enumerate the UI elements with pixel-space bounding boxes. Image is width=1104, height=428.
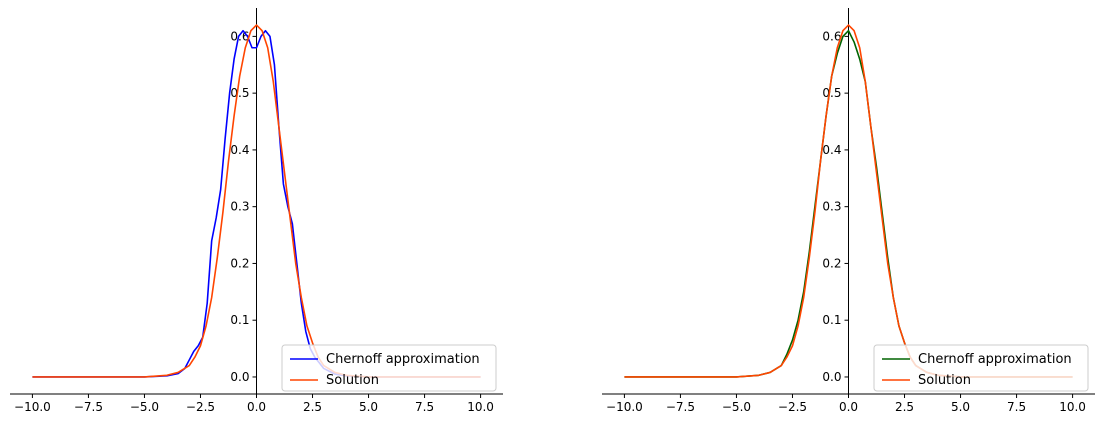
x-tick-label: −7.5: [74, 400, 103, 414]
legend: Chernoff approximation Solution: [281, 344, 497, 392]
y-tick-label: 0.4: [822, 143, 841, 157]
legend-box: [873, 344, 1089, 392]
y-tick-label: 0.3: [822, 200, 841, 214]
right-chart-panel: −10.0 −7.5 −5.0 −2.5 0.0 2.5 5.0 7.5 10.0 0.0 0.1 0…: [602, 8, 1095, 414]
x-tick-label: 5.0: [359, 400, 378, 414]
x-tick-label: 0.0: [839, 400, 858, 414]
x-tick-label: 5.0: [951, 400, 970, 414]
y-tick-label: 0.2: [230, 256, 249, 270]
y-tick-label: 0.4: [230, 143, 249, 157]
legend-label: Solution: [918, 373, 971, 388]
y-tick-label: 0.6: [822, 29, 841, 43]
x-tick-label: −10.0: [14, 400, 51, 414]
x-tick-label: −2.5: [186, 400, 215, 414]
legend-label: Chernoff approximation: [326, 352, 480, 367]
x-tick-label: −5.0: [722, 400, 751, 414]
legend-box: [281, 344, 497, 392]
y-tick-label: 0.1: [822, 313, 841, 327]
left-chart-panel: −10.0 −7.5 −5.0 −2.5 0.0 2.5 5.0 7.5 10.0 0.0 0.1 0…: [10, 8, 503, 414]
y-tick-label: 0.0: [822, 370, 841, 384]
y-tick-label: 0.0: [230, 370, 249, 384]
y-tick-label: 0.1: [230, 313, 249, 327]
x-tick-label: 10.0: [1059, 400, 1086, 414]
x-tick-label: 7.5: [415, 400, 434, 414]
x-tick-label: 7.5: [1007, 400, 1026, 414]
x-tick-label: 0.0: [247, 400, 266, 414]
x-tick-label: −10.0: [606, 400, 643, 414]
y-tick-label: 0.5: [822, 86, 841, 100]
x-tick-label: −5.0: [130, 400, 159, 414]
x-tick-label: −2.5: [778, 400, 807, 414]
y-tick-label: 0.5: [230, 86, 249, 100]
y-tick-label: 0.3: [230, 200, 249, 214]
legend-label: Chernoff approximation: [918, 352, 1072, 367]
legend-label: Solution: [326, 373, 379, 388]
x-tick-label: 10.0: [467, 400, 494, 414]
x-tick-label: −7.5: [666, 400, 695, 414]
x-tick-label: 2.5: [303, 400, 322, 414]
y-tick-label: 0.2: [822, 256, 841, 270]
legend: Chernoff approximation Solution: [873, 344, 1089, 392]
x-tick-label: 2.5: [895, 400, 914, 414]
